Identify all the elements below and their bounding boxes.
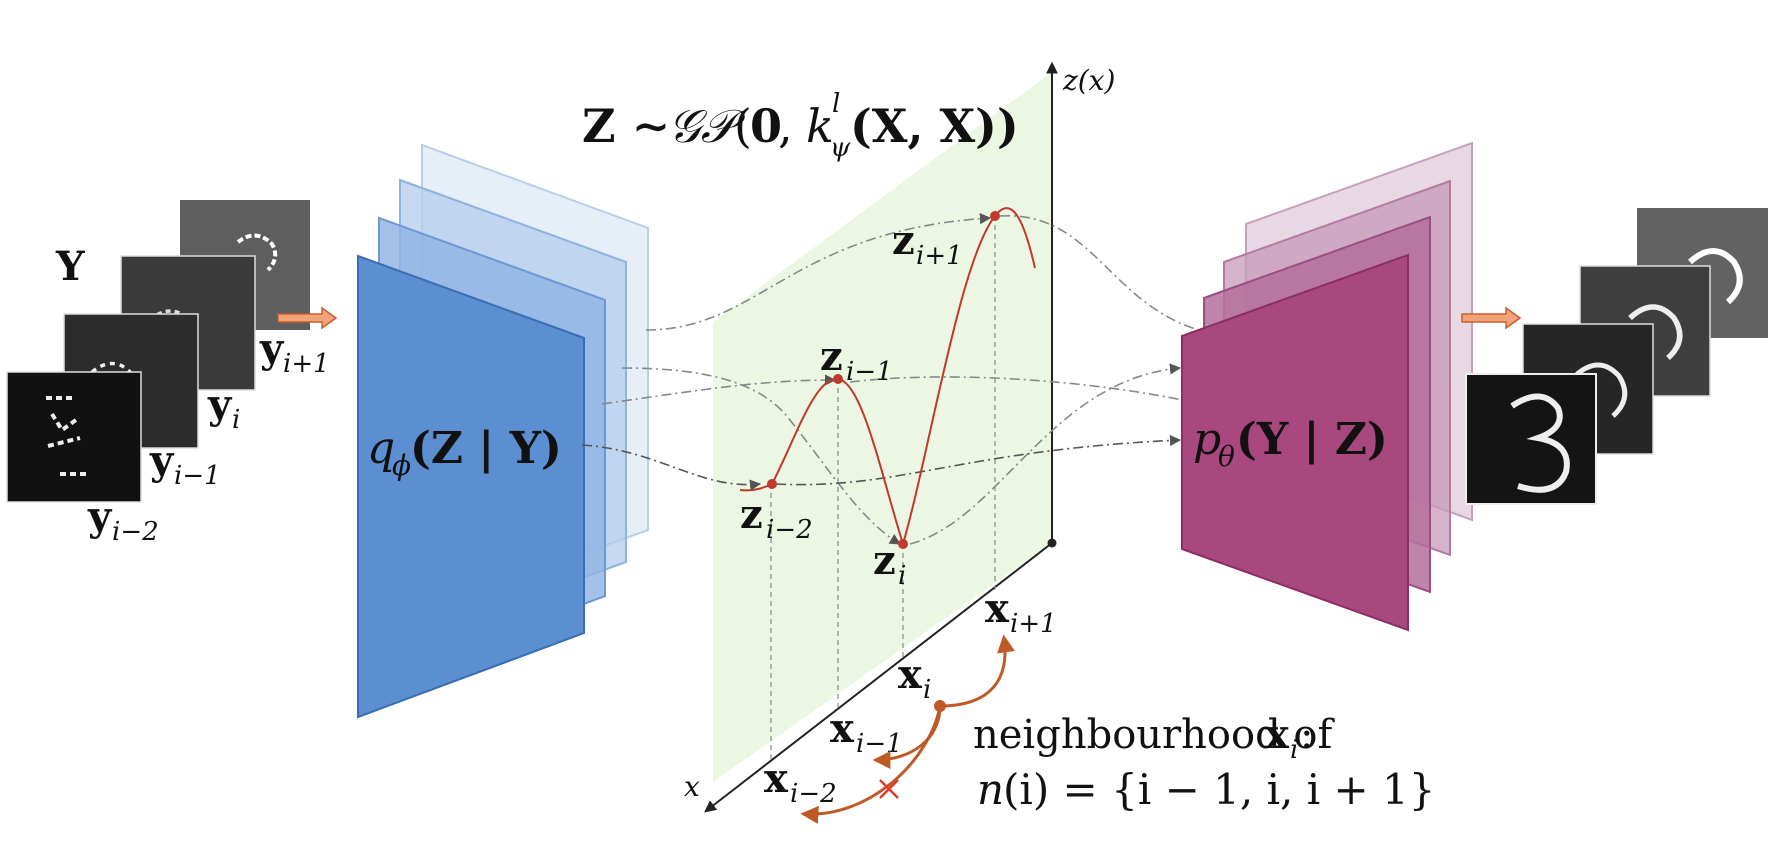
neighbourhood-arrows: [800, 634, 1015, 824]
svg-text:(i) = {i − 1, i, i + 1}: (i) = {i − 1, i, i + 1}: [1003, 765, 1435, 814]
svg-text:i: i: [1290, 735, 1298, 765]
svg-text:q: q: [367, 423, 395, 474]
svg-text:i−1: i−1: [846, 357, 893, 387]
svg-text:x: x: [985, 585, 1010, 632]
label-z-prev: z i−1: [820, 333, 893, 387]
svg-text:Z ∼: Z ∼: [582, 99, 670, 153]
label-z-prev2: z i−2: [740, 491, 813, 545]
svg-text:(X, X)): (X, X)): [850, 99, 1019, 153]
x-axis-label: x: [684, 770, 700, 803]
svg-text:neighbourhood of: neighbourhood of: [973, 712, 1335, 758]
output-arrow: [1461, 306, 1522, 330]
svg-text:(: (: [734, 99, 752, 153]
svg-text:l: l: [832, 89, 840, 119]
svg-text:y: y: [87, 493, 113, 540]
label-y-i: y i: [207, 381, 240, 435]
svg-text:x: x: [764, 755, 789, 802]
svg-text:(Z | Y): (Z | Y): [410, 423, 562, 474]
output-frames: [1465, 208, 1768, 505]
svg-text:i+1: i+1: [283, 349, 330, 379]
label-x-i: x i: [898, 651, 931, 705]
svg-text:ψ: ψ: [830, 133, 851, 163]
svg-text:x: x: [898, 651, 923, 698]
frame-y-prev2: [6, 371, 142, 503]
svg-text:i+1: i+1: [1010, 609, 1057, 639]
svg-text:ϕ: ϕ: [392, 449, 411, 482]
svg-text::: :: [1300, 712, 1313, 758]
svg-text:i−2: i−2: [112, 517, 159, 547]
latent-points: [767, 211, 1000, 549]
svg-text:𝒢𝒫: 𝒢𝒫: [668, 99, 746, 153]
svg-text:y: y: [207, 381, 233, 428]
label-x-next: x i+1: [985, 585, 1057, 639]
label-Y-set: Y: [55, 243, 85, 290]
svg-text:(Y | Z): (Y | Z): [1236, 414, 1388, 465]
svg-text:p: p: [1193, 414, 1221, 465]
svg-text:i: i: [898, 561, 906, 591]
svg-text:,: ,: [778, 99, 793, 153]
x-i-node: [934, 700, 946, 712]
svg-text:z: z: [820, 333, 843, 380]
svg-text:i: i: [232, 405, 240, 435]
svg-text:x: x: [1265, 711, 1290, 758]
svg-text:i−1: i−1: [856, 729, 903, 759]
svg-text:n: n: [977, 765, 1004, 814]
input-arrow: [277, 306, 338, 330]
axes: [704, 61, 1058, 813]
encoder-planes: [357, 143, 649, 719]
encoder-to-latent-links: [581, 213, 992, 545]
svg-text:i−2: i−2: [766, 515, 813, 545]
neighbourhood-label: neighbourhood of x i :: [973, 711, 1335, 765]
svg-text:i: i: [923, 675, 931, 705]
svg-text:i−2: i−2: [790, 779, 837, 809]
gp-plane: [713, 72, 1052, 782]
svg-text:i−1: i−1: [174, 461, 221, 491]
svg-text:x: x: [830, 705, 855, 752]
label-y-prev2: y i−2: [87, 493, 159, 547]
prior-formula: Z ∼ 𝒢𝒫 ( 0 , k l ψ (X, X)): [582, 89, 1019, 163]
svg-text:k: k: [806, 99, 834, 153]
neighbourhood-definition: n (i) = {i − 1, i, i + 1}: [977, 765, 1435, 814]
drop-lines: [770, 216, 996, 762]
svg-text:z: z: [892, 217, 915, 264]
svg-text:y: y: [149, 437, 175, 484]
label-x-prev: x i−1: [830, 705, 903, 759]
latent-to-decoder-links: [775, 215, 1228, 545]
label-y-prev: y i−1: [149, 437, 221, 491]
label-y-next: y i+1: [259, 325, 330, 379]
label-x-prev2: x i−2: [764, 755, 837, 809]
label-z-next: z i+1: [892, 217, 963, 271]
decoder-planes: [1181, 141, 1473, 632]
svg-text:y: y: [259, 325, 285, 372]
z-axis-label: z(x): [1062, 64, 1115, 97]
encoder-label: q ϕ (Z | Y): [367, 423, 562, 482]
svg-text:0: 0: [750, 99, 782, 153]
input-frames: [6, 200, 310, 503]
svg-text:z: z: [740, 491, 763, 538]
svg-text:θ: θ: [1218, 440, 1235, 473]
svg-text:i+1: i+1: [916, 241, 963, 271]
label-z-i: z i: [873, 537, 906, 591]
decoder-label: p θ (Y | Z): [1193, 414, 1388, 473]
svg-text:z: z: [873, 537, 896, 584]
cross-mark-icon: [879, 779, 899, 799]
